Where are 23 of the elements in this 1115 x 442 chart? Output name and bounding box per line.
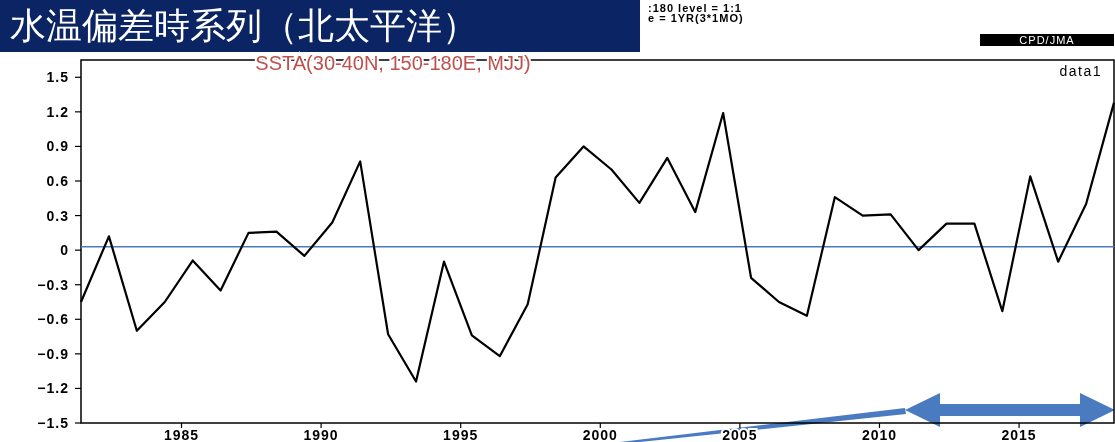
x-tick-label: 2015 xyxy=(1001,427,1037,442)
y-tick-label: 0.6 xyxy=(46,173,69,189)
y-tick-label: 1.2 xyxy=(46,103,69,120)
y-tick-label: 0.3 xyxy=(46,207,69,224)
y-tick-label: −1.2 xyxy=(37,380,69,397)
text: e = 1YR(3*1MO) xyxy=(648,12,744,24)
y-tick-label: 0.9 xyxy=(46,138,69,155)
x-tick-label: 1985 xyxy=(163,427,200,442)
y-tick-label: 1.5 xyxy=(46,69,69,86)
y-tick-label: −1.5 xyxy=(37,415,69,431)
x-tick-label: 2000 xyxy=(582,427,618,442)
x-tick-label: 1995 xyxy=(443,427,479,442)
y-tick-label: 0 xyxy=(60,242,69,259)
text: CPD/JMA xyxy=(1019,34,1075,46)
x-tick-label: 2005 xyxy=(722,427,758,442)
x-tick-label: 2010 xyxy=(861,427,898,442)
y-tick-label: −0.6 xyxy=(37,311,69,328)
series-label: data1 xyxy=(1059,63,1102,79)
y-tick-label: −0.9 xyxy=(37,345,69,362)
chart-title: 水温偏差時系列（北太平洋） xyxy=(10,5,478,46)
text: :180 level = 1:1 xyxy=(648,2,742,14)
x-tick-label: 1990 xyxy=(303,427,339,442)
y-tick-label: −0.3 xyxy=(37,276,69,293)
